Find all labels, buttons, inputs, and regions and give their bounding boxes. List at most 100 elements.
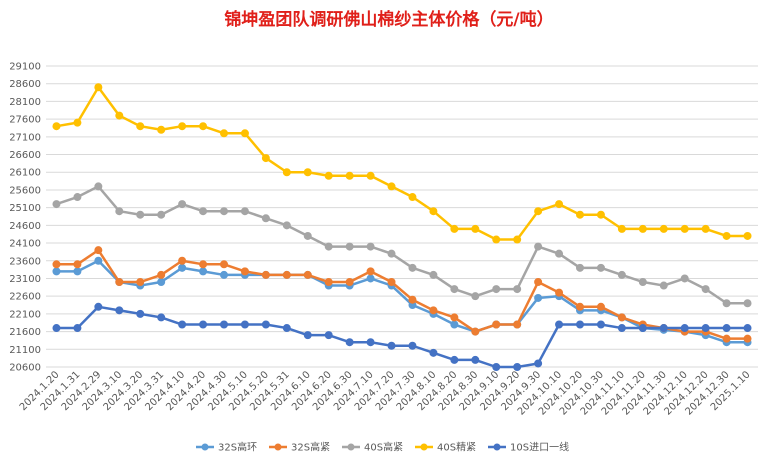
data-point [555, 288, 564, 297]
legend-swatch-marker [493, 443, 501, 451]
data-point [366, 171, 375, 180]
legend-swatch-marker [201, 443, 209, 451]
data-point [324, 278, 333, 287]
legend-item: 32S高紧 [269, 441, 330, 454]
data-point [408, 263, 417, 272]
data-point [450, 355, 459, 364]
data-point [52, 267, 61, 276]
data-point [387, 182, 396, 191]
data-point [282, 168, 291, 177]
data-point [282, 324, 291, 333]
data-point [408, 193, 417, 202]
legend: 32S高环 32S高紧 40S高紧 40S精紧 10S进口一线 [196, 441, 569, 454]
data-point [492, 320, 501, 329]
data-point [555, 249, 564, 258]
data-point [471, 224, 480, 233]
data-point [73, 260, 82, 269]
data-point [659, 281, 668, 290]
legend-item: 32S高环 [196, 441, 257, 454]
series-group [52, 83, 752, 244]
data-point [555, 200, 564, 209]
data-point [576, 302, 584, 311]
data-point [178, 256, 187, 265]
data-point [240, 207, 249, 216]
series-line [56, 305, 748, 369]
y-tick-label: 26100 [9, 168, 41, 179]
gridlines [46, 65, 758, 368]
data-point [722, 324, 731, 333]
data-point [73, 324, 82, 333]
series-line [56, 185, 748, 305]
y-tick-label: 28600 [9, 79, 41, 90]
data-point [115, 278, 124, 287]
data-point [743, 324, 752, 333]
series-group [52, 246, 752, 343]
data-point [178, 200, 187, 209]
data-point [157, 210, 166, 219]
data-point [534, 293, 543, 302]
data-point [94, 256, 103, 265]
data-point [136, 210, 145, 219]
legend-label: 32S高环 [218, 441, 257, 454]
y-tick-label: 27100 [9, 132, 41, 143]
data-point [513, 320, 522, 329]
y-tick-label: 21100 [9, 345, 41, 356]
legend-item: 40S高紧 [342, 441, 403, 454]
data-point [429, 270, 438, 279]
data-point [115, 111, 124, 120]
data-point [596, 210, 605, 219]
legend-item: 10S进口一线 [488, 441, 569, 454]
data-point [261, 214, 270, 223]
data-point [136, 122, 145, 131]
data-point [722, 299, 731, 308]
data-point [471, 292, 480, 301]
data-point [345, 278, 354, 287]
data-point [220, 270, 228, 279]
data-point [387, 341, 396, 350]
data-point [534, 207, 543, 216]
data-point [240, 267, 249, 276]
y-tick-label: 25600 [9, 185, 41, 196]
data-point [157, 270, 166, 279]
legend-swatch-marker [274, 443, 282, 451]
y-tick-label: 26600 [9, 150, 41, 161]
data-point [178, 263, 187, 272]
data-point [52, 200, 61, 209]
data-point [73, 193, 82, 202]
y-tick-label: 22100 [9, 309, 41, 320]
data-point [513, 285, 522, 294]
data-point [638, 224, 647, 233]
data-point [534, 278, 543, 287]
y-tick-label: 22600 [9, 292, 41, 303]
series-line [56, 259, 748, 344]
data-point [513, 235, 522, 244]
data-point [366, 338, 375, 347]
legend-item: 40S精紧 [415, 441, 476, 454]
data-point [282, 221, 291, 230]
data-point [282, 270, 291, 279]
data-point [199, 320, 208, 329]
data-point [115, 207, 124, 216]
data-point [408, 341, 417, 350]
data-point [743, 299, 752, 308]
data-point [157, 278, 166, 287]
data-point [450, 313, 459, 322]
x-axis-ticks: 2024.1.202024.1.312024.2.292024.3.102024… [18, 369, 753, 417]
data-point [178, 320, 187, 329]
data-point [450, 320, 459, 329]
y-tick-label: 27600 [9, 115, 41, 126]
y-tick-label: 28100 [9, 97, 41, 108]
data-point [115, 306, 124, 315]
data-point [261, 154, 270, 163]
data-point [701, 285, 710, 294]
data-point [136, 278, 145, 287]
data-point [701, 224, 710, 233]
data-point [387, 278, 396, 287]
data-point [178, 122, 187, 131]
data-point [303, 331, 312, 340]
data-point [555, 320, 564, 329]
data-point [596, 302, 605, 311]
data-point [513, 363, 522, 371]
y-tick-label: 25100 [9, 203, 41, 214]
series-line [56, 85, 748, 241]
